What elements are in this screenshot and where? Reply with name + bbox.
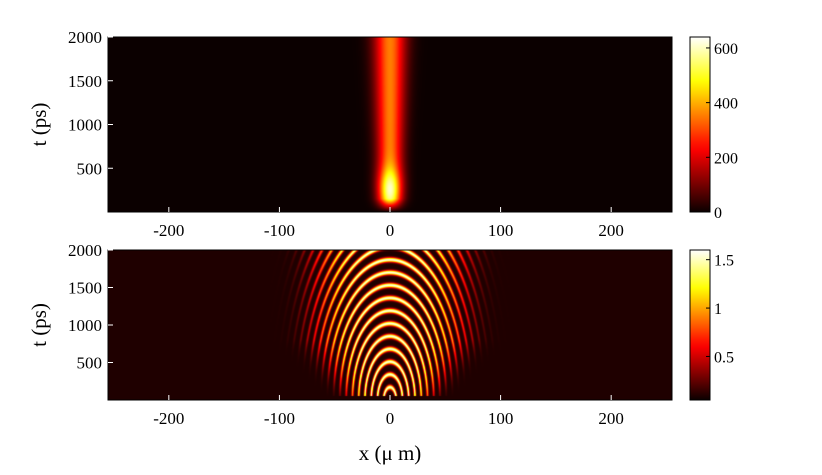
x-tick-label: 200 — [598, 409, 624, 428]
colorbar-0 — [689, 36, 711, 213]
colorbar-tick-label: 400 — [714, 96, 738, 113]
x-tick-label: 100 — [488, 221, 514, 240]
heatmap-image-1 — [108, 250, 672, 400]
heatmap-image-0 — [108, 37, 672, 212]
x-axis-label: x (μ m) — [359, 441, 422, 465]
x-tick-label: -100 — [264, 221, 295, 240]
y-tick-label: 1000 — [68, 316, 102, 335]
colorbar-tick-label: 1.5 — [714, 253, 734, 270]
colorbar-tick-label: 200 — [714, 150, 738, 167]
y-tick-label: 1500 — [68, 72, 102, 91]
x-tick-label: -200 — [153, 409, 184, 428]
colorbar-tick-label: 1 — [714, 301, 722, 318]
colorbar-tick-label: 0 — [714, 205, 722, 222]
x-tick-label: 200 — [598, 221, 624, 240]
y-tick-label: 1500 — [68, 279, 102, 298]
y-axis-label: t (ps) — [27, 303, 51, 347]
y-tick-label: 1000 — [68, 116, 102, 135]
colorbar-1 — [689, 249, 711, 401]
x-tick-label: -200 — [153, 221, 184, 240]
y-tick-label: 2000 — [68, 241, 102, 260]
y-tick-label: 500 — [77, 354, 103, 373]
x-tick-label: 0 — [386, 409, 395, 428]
x-tick-label: -100 — [264, 409, 295, 428]
x-tick-label: 100 — [488, 409, 514, 428]
y-tick-label: 500 — [77, 159, 103, 178]
x-tick-label: 0 — [386, 221, 395, 240]
y-axis-label: t (ps) — [27, 103, 51, 147]
y-tick-label: 2000 — [68, 28, 102, 47]
colorbar-tick-label: 0.5 — [714, 349, 734, 366]
colorbar-tick-label: 600 — [714, 41, 738, 58]
